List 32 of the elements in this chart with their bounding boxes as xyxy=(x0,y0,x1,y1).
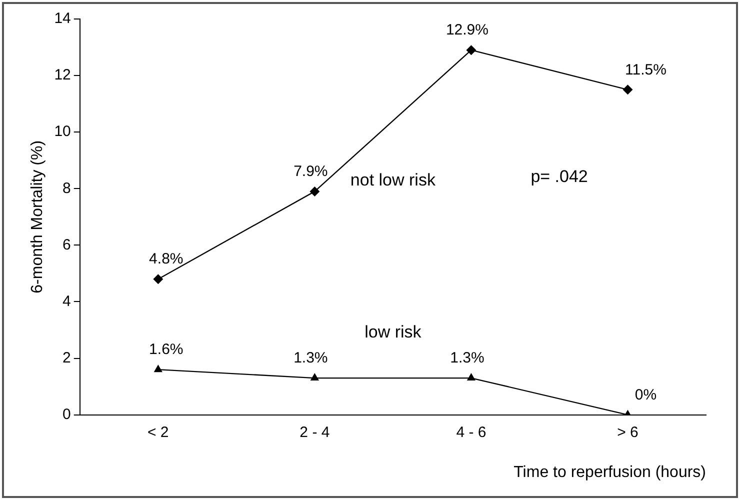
data-label: 1.3% xyxy=(450,350,484,367)
text: low risk xyxy=(364,322,422,342)
y-tick-label: 14 xyxy=(54,10,71,28)
data-label: 0% xyxy=(634,386,657,404)
data-label: 12.9% xyxy=(446,22,488,39)
x-tick-label: 4 - 6 xyxy=(456,424,486,441)
data-label: 1.6% xyxy=(149,341,184,358)
point xyxy=(622,84,633,95)
y-tick-label: 4 xyxy=(62,292,71,310)
point xyxy=(310,373,320,381)
x-tick-label: < 2 xyxy=(148,424,169,441)
x-tick-label: 2 - 4 xyxy=(300,424,330,441)
y-tick-label: 12 xyxy=(54,66,71,84)
y-tick-label: 8 xyxy=(62,180,71,197)
y-tick-label: 6 xyxy=(62,236,71,254)
y-tick-label: 0 xyxy=(62,406,71,423)
series-label: not low risk xyxy=(350,170,436,190)
point xyxy=(466,45,476,56)
data-label: 4.8% xyxy=(149,250,184,268)
data-label: 1.3% xyxy=(294,350,328,367)
point xyxy=(154,364,162,372)
y-tick-label: 2 xyxy=(62,349,71,366)
x-tick-label: > 6 xyxy=(617,424,638,441)
x-axis-title: Time to reperfusion (hours) xyxy=(514,464,706,481)
y-tick-label: 10 xyxy=(54,123,71,140)
point xyxy=(310,186,320,196)
annotation: p= .042 xyxy=(530,167,588,186)
point xyxy=(153,274,164,284)
point xyxy=(466,373,476,381)
y-axis-title: 6-month Mortality (%) xyxy=(29,140,46,294)
data-label: 11.5% xyxy=(625,61,666,78)
data-label: 7.9% xyxy=(294,163,328,180)
